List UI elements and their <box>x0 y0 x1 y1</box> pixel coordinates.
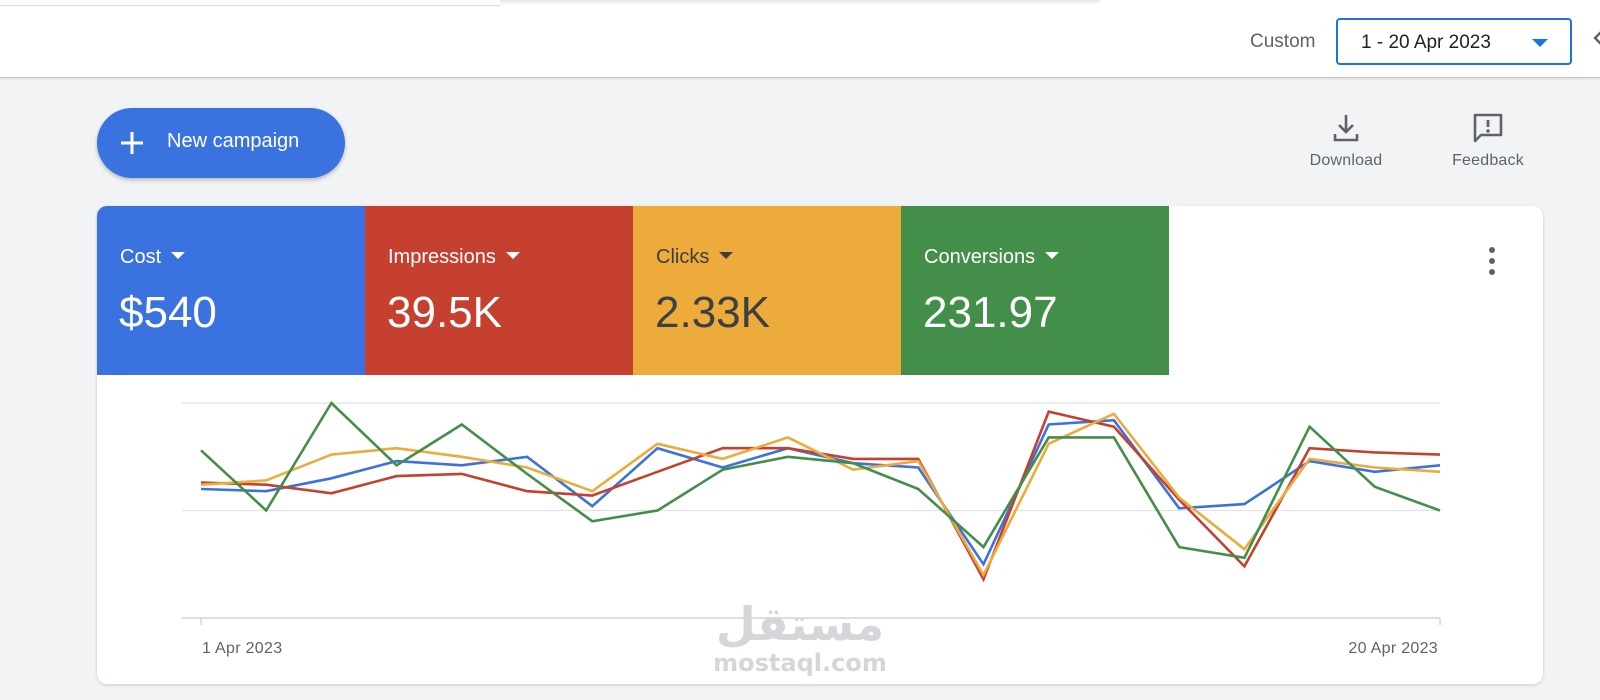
caret-down-icon <box>171 252 186 260</box>
metric-tile-conversions[interactable]: Conversions 231.97 <box>901 206 1169 375</box>
metric-label: Conversions <box>924 246 1060 269</box>
more-vert-icon[interactable] <box>1477 244 1507 278</box>
topbar-divider <box>0 5 500 6</box>
series-line-cost <box>200 418 1441 567</box>
metric-label: Impressions <box>388 246 520 269</box>
metric-tile-cost[interactable]: Cost $540 <box>97 206 365 375</box>
x-axis-start-label: 1 Apr 2023 <box>202 640 283 657</box>
caret-down-icon <box>1532 39 1548 47</box>
metric-tile-clicks[interactable]: Clicks 2.33K <box>633 206 901 375</box>
topbar-shadow <box>500 0 1100 5</box>
caret-down-icon <box>505 252 520 260</box>
metric-label: Cost <box>120 246 186 269</box>
series-line-conversions <box>200 400 1441 560</box>
new-campaign-button[interactable]: New campaign <box>97 108 345 178</box>
feedback-icon <box>1473 113 1503 143</box>
metric-value: 39.5K <box>387 288 502 337</box>
caret-down-icon <box>1045 252 1060 260</box>
feedback-button[interactable]: Feedback <box>1440 112 1536 170</box>
chevron-left-icon[interactable] <box>1592 30 1600 46</box>
series-line-clicks <box>200 412 1441 578</box>
performance-line-chart <box>182 400 1441 625</box>
performance-card: Cost $540 Impressions 39.5K Clicks 2.33K… <box>97 206 1543 684</box>
caret-down-icon <box>719 252 734 260</box>
metric-label: Clicks <box>656 246 734 269</box>
x-axis-end-label: 20 Apr 2023 <box>1348 640 1438 657</box>
download-label: Download <box>1309 152 1383 169</box>
metric-tile-impressions[interactable]: Impressions 39.5K <box>365 206 633 375</box>
series-line-impressions <box>200 410 1441 583</box>
download-button[interactable]: Download <box>1300 112 1392 170</box>
plus-icon <box>121 132 143 154</box>
new-campaign-label: New campaign <box>167 130 300 152</box>
date-range-type-label: Custom <box>1250 31 1316 52</box>
download-icon <box>1333 115 1359 142</box>
metric-value: 231.97 <box>923 288 1058 337</box>
date-range-select[interactable]: 1 - 20 Apr 2023 <box>1336 18 1572 65</box>
metric-value: 2.33K <box>655 288 770 337</box>
date-range-value: 1 - 20 Apr 2023 <box>1361 32 1491 53</box>
top-bar: Custom 1 - 20 Apr 2023 <box>0 0 1600 78</box>
feedback-label: Feedback <box>1452 152 1524 169</box>
metric-value: $540 <box>119 288 217 337</box>
